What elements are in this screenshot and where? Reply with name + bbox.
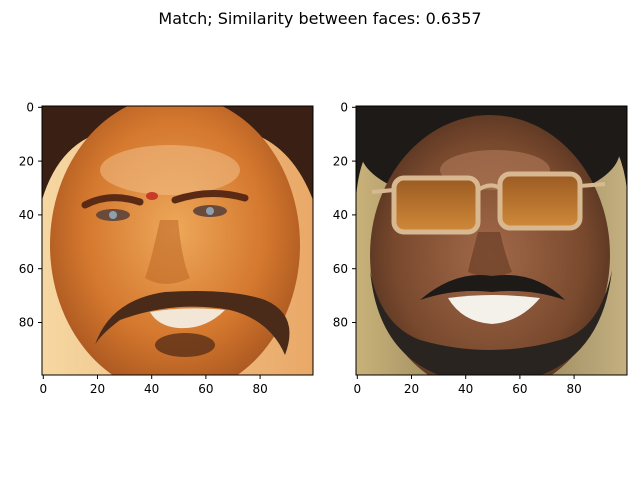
left-y-tick-label: 80: [19, 316, 34, 330]
mustache: [95, 291, 290, 355]
left-x-tick-label: 0: [39, 382, 47, 396]
left-y-tick-label: 20: [19, 154, 34, 168]
right-y-tick-label: 80: [333, 316, 348, 330]
right-x-tick-label: 40: [458, 382, 473, 396]
right-face-panel: 0 20 40 60 80 0 20 40 60 80: [333, 101, 628, 396]
beard: [370, 270, 612, 375]
left-face-image: [42, 106, 313, 375]
right-y-axis: 0 20 40 60 80: [333, 101, 356, 330]
left-x-axis: 0 20 40 60 80: [39, 375, 268, 396]
left-x-tick-label: 40: [144, 382, 159, 396]
left-y-axis: 0 20 40 60 80: [19, 101, 42, 330]
right-axes-frame: [355, 105, 628, 376]
left-face-panel: 0 20 40 60 80 0 20 40 60 80: [19, 101, 314, 396]
left-y-tick-label: 60: [19, 262, 34, 276]
left-y-tick-label: 40: [19, 208, 34, 222]
figure-title: Match; Similarity between faces: 0.6357: [158, 9, 481, 28]
right-y-tick-label: 20: [333, 154, 348, 168]
left-axes-frame: [41, 105, 314, 376]
teeth: [448, 295, 540, 324]
sunglasses: [371, 171, 606, 235]
left-x-tick-label: 80: [252, 382, 267, 396]
forehead-mark: [146, 192, 158, 200]
right-x-tick-label: 20: [404, 382, 419, 396]
right-x-axis: 0 20 40 60 80: [353, 375, 582, 396]
left-x-tick-label: 60: [198, 382, 213, 396]
right-x-tick-label: 80: [566, 382, 581, 396]
left-x-tick-label: 20: [90, 382, 105, 396]
right-y-tick-label: 60: [333, 262, 348, 276]
right-face-image: [356, 106, 627, 375]
right-y-tick-label: 40: [333, 208, 348, 222]
right-y-tick-label: 0: [340, 101, 348, 115]
left-y-tick-label: 0: [26, 101, 34, 115]
right-x-tick-label: 60: [512, 382, 527, 396]
right-x-tick-label: 0: [353, 382, 361, 396]
